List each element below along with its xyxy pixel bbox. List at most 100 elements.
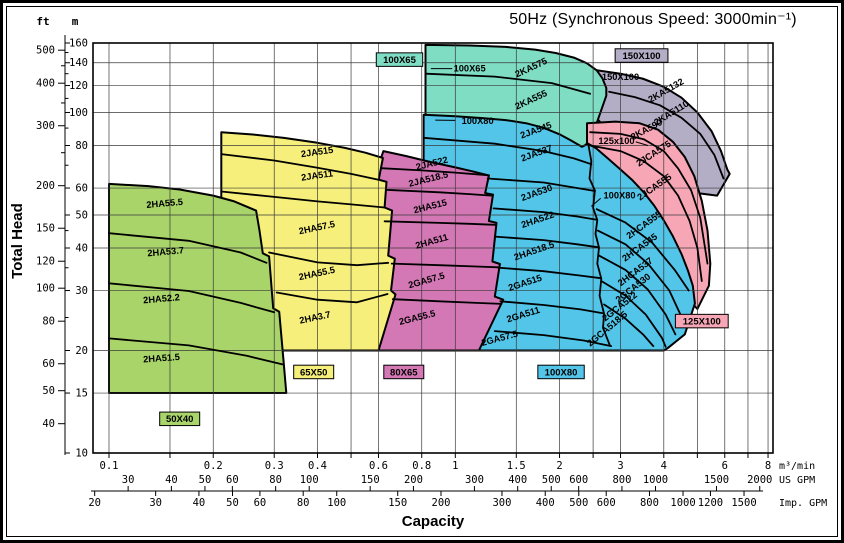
divider-curve-80x65 bbox=[380, 167, 490, 177]
x-axis-title: Capacity bbox=[401, 513, 465, 530]
y-label-m: 10 bbox=[75, 448, 88, 460]
y-label-ft: 80 bbox=[42, 316, 55, 328]
divider-curve-50x40 bbox=[108, 232, 268, 264]
pump-selection-chart: 2KA51322KA5110150X1002KA5752KA555100X652… bbox=[36, 15, 827, 509]
x-label-m3min: 0.1 bbox=[100, 460, 119, 472]
badge-50x40 bbox=[159, 411, 201, 427]
region-name-label: 100X65 bbox=[454, 64, 486, 74]
divider-curve-100x80 bbox=[600, 280, 667, 348]
x-label-usgpm: 500 bbox=[542, 474, 561, 486]
inner-frame-border bbox=[6, 6, 838, 537]
x-label-m3min: 8 bbox=[765, 460, 771, 472]
x-label-usgpm: 150 bbox=[361, 474, 380, 486]
x-label-usgpm: 800 bbox=[612, 474, 631, 486]
x-label-usgpm: 30 bbox=[122, 474, 135, 486]
x-label-m3min: 0.6 bbox=[369, 460, 388, 472]
y-label-ft: 50 bbox=[42, 385, 55, 397]
x-label-usgpm: 2000 bbox=[747, 474, 772, 486]
x-label-usgpm: 600 bbox=[569, 474, 588, 486]
y-label-m: 160 bbox=[69, 37, 88, 49]
y-label-m: 140 bbox=[69, 57, 88, 69]
y-label-m: 15 bbox=[75, 388, 88, 400]
x-label-impgpm: 1200 bbox=[698, 497, 723, 509]
x-unit-impgpm: Imp. GPM bbox=[779, 498, 827, 509]
x-label-m3min: 1.5 bbox=[507, 460, 526, 472]
divider-curve-100x80 bbox=[493, 235, 600, 249]
model-label: 2JA511 bbox=[301, 168, 334, 182]
divider-curve-100x80 bbox=[587, 142, 611, 346]
x-label-usgpm: 300 bbox=[465, 474, 484, 486]
divider-curve-80x65 bbox=[390, 262, 500, 269]
x-label-m3min: 2 bbox=[556, 460, 562, 472]
divider-curve-80x65 bbox=[384, 188, 493, 197]
divider-curve-80x65 bbox=[383, 220, 496, 226]
badge-label: 50X40 bbox=[166, 414, 193, 425]
model-label: 2JA515 bbox=[300, 145, 334, 159]
divider-curve-150x100 bbox=[608, 90, 725, 180]
y-label-ft: 120 bbox=[36, 256, 55, 268]
x-label-m3min: 0.4 bbox=[308, 460, 327, 472]
x-label-impgpm: 100 bbox=[327, 497, 346, 509]
badge-label: 80X65 bbox=[390, 367, 418, 378]
model-label: 2HA51.5 bbox=[143, 352, 180, 365]
model-label: 2HA53.7 bbox=[147, 245, 184, 258]
y-label-m: 40 bbox=[75, 242, 88, 254]
divider-curve-100x80 bbox=[497, 266, 602, 280]
y-axis-title: Total Head bbox=[9, 203, 26, 279]
y-label-m: 20 bbox=[75, 345, 88, 357]
x-label-impgpm: 200 bbox=[432, 497, 451, 509]
divider-curve-100x80 bbox=[422, 136, 593, 166]
y-label-m: 60 bbox=[75, 183, 88, 195]
x-label-usgpm: 80 bbox=[269, 474, 282, 486]
x-unit-usgpm: US GPM bbox=[779, 475, 815, 486]
x-label-usgpm: 200 bbox=[404, 474, 423, 486]
size-badges: 150X100 100X65 125X100 100X80 80X65 65X50 50X4… bbox=[159, 48, 729, 427]
region-name-label: 125x100 bbox=[598, 136, 634, 146]
x-label-impgpm: 400 bbox=[536, 497, 555, 509]
badge-100x80 bbox=[537, 364, 585, 380]
model-label: 2HA52.2 bbox=[143, 292, 180, 305]
x-label-impgpm: 30 bbox=[149, 497, 162, 509]
divider-curve-100x80 bbox=[598, 254, 677, 336]
x-label-impgpm: 800 bbox=[640, 497, 659, 509]
region-name-label: 100X80 bbox=[603, 191, 635, 201]
y-label-m: 100 bbox=[69, 107, 88, 119]
badge-label: 150X100 bbox=[623, 51, 661, 62]
divider-curve-65x50 bbox=[268, 251, 390, 267]
divider-curve-65x50 bbox=[220, 190, 386, 209]
x-label-m3min: 0.3 bbox=[265, 460, 284, 472]
divider-curve-100x80 bbox=[499, 300, 605, 315]
y-label-ft: 100 bbox=[36, 283, 55, 295]
grid bbox=[93, 42, 773, 454]
x-label-m3min: 1 bbox=[452, 460, 458, 472]
x-label-m3min: 0.8 bbox=[412, 460, 431, 472]
x-label-usgpm: 50 bbox=[199, 474, 212, 486]
x-unit-m3min: m³/min bbox=[779, 461, 815, 472]
divider-curve-100x80 bbox=[596, 229, 685, 322]
y-label-m: 120 bbox=[69, 80, 88, 92]
x-label-usgpm: 40 bbox=[165, 474, 178, 486]
x-label-impgpm: 60 bbox=[254, 497, 267, 509]
divider-curve-100x80 bbox=[603, 303, 655, 347]
divider-curve-100x80 bbox=[492, 207, 598, 221]
y-label-ft: 150 bbox=[36, 223, 55, 235]
x-label-impgpm: 1000 bbox=[670, 497, 695, 509]
y-label-ft: 200 bbox=[36, 180, 55, 192]
x-label-impgpm: 150 bbox=[388, 497, 407, 509]
x-label-m3min: 4 bbox=[661, 460, 667, 472]
leader-line bbox=[640, 77, 654, 84]
divider-curve-125x100 bbox=[589, 144, 703, 282]
x-label-impgpm: 300 bbox=[492, 497, 511, 509]
ft-unit-label: ft bbox=[36, 15, 49, 28]
x-label-usgpm: 1500 bbox=[704, 474, 729, 486]
x-label-impgpm: 500 bbox=[569, 497, 588, 509]
divider-curve-80x65 bbox=[391, 298, 503, 305]
x-label-usgpm: 1000 bbox=[643, 474, 668, 486]
x-label-impgpm: 50 bbox=[226, 497, 239, 509]
divider-curve-100x80 bbox=[493, 330, 613, 347]
divider-curve-125x100 bbox=[589, 131, 709, 265]
plot-border bbox=[92, 42, 774, 454]
y-label-ft: 500 bbox=[36, 45, 55, 57]
y-label-ft: 300 bbox=[36, 120, 55, 132]
badge-150x100 bbox=[614, 48, 669, 63]
